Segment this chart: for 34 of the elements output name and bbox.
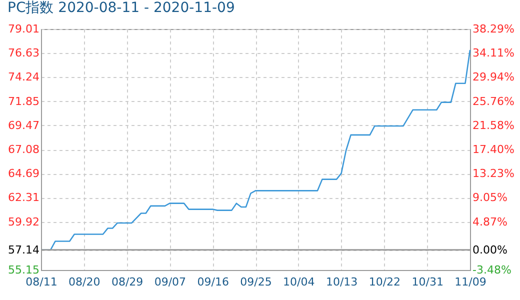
y-tick-label: 62.31 <box>8 191 40 204</box>
x-tick-label: 10/22 <box>368 276 401 288</box>
y-tick-label: 59.92 <box>8 215 40 228</box>
y-tick-label: 71.85 <box>8 94 40 108</box>
x-tick-label: 08/11 <box>26 276 58 288</box>
x-tick-label: 10/31 <box>412 276 444 288</box>
y2-tick-label: -3.48% <box>472 264 512 276</box>
y2-tick-label: 34.11% <box>472 46 514 60</box>
y2-tick-label: 38.29% <box>472 22 514 36</box>
x-tick-label: 08/29 <box>111 276 144 288</box>
y-tick-label: 76.63 <box>8 46 40 60</box>
x-tick-label: 08/20 <box>68 276 100 288</box>
y2-tick-label: 29.94% <box>472 70 514 84</box>
y-tick-label: 57.14 <box>8 243 40 256</box>
y-tick-label: 74.24 <box>8 70 40 84</box>
y-tick-label: 67.08 <box>8 143 40 156</box>
y2-tick-label: 17.40% <box>472 143 514 156</box>
x-tick-label: 11/09 <box>454 276 486 288</box>
y-tick-label: 55.15 <box>8 264 40 276</box>
y2-tick-label: 0.00% <box>472 243 508 256</box>
y-tick-label: 64.69 <box>8 167 40 180</box>
x-tick-label: 10/13 <box>326 276 358 288</box>
y2-tick-label: 13.23% <box>472 167 514 180</box>
x-tick-label: 10/04 <box>283 276 315 288</box>
y-tick-label: 69.47 <box>8 118 40 132</box>
x-tick-label: 09/16 <box>197 276 229 288</box>
y2-tick-label: 4.87% <box>472 215 508 228</box>
x-tick-label: 09/07 <box>154 276 186 288</box>
y2-tick-label: 21.58% <box>472 118 514 132</box>
y2-tick-label: 9.05% <box>472 191 508 204</box>
y2-tick-label: 25.76% <box>472 94 514 108</box>
x-tick-label: 09/25 <box>240 276 272 288</box>
y-tick-label: 79.01 <box>8 22 40 36</box>
chart-title: PC指数 2020-08-11 - 2020-11-09 <box>8 0 235 16</box>
